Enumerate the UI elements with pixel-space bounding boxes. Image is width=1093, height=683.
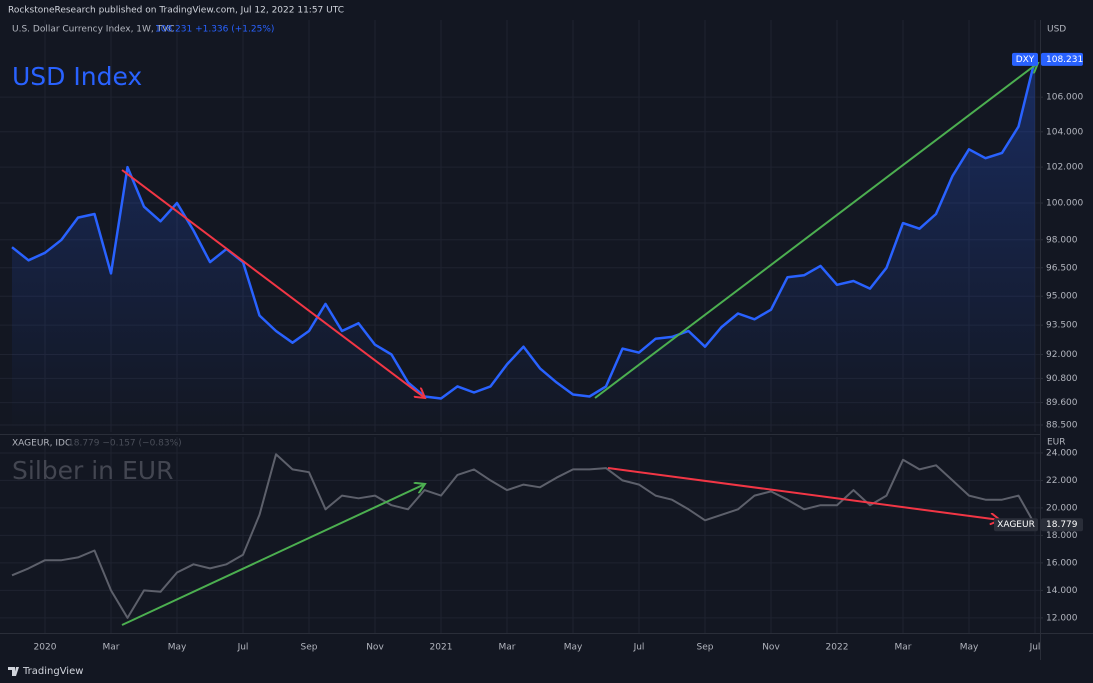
unit-label: EUR [1047, 438, 1066, 448]
y-tick-label: 88.500 [1046, 421, 1078, 431]
y-tick-label: 89.600 [1046, 398, 1078, 408]
annotation-title: USD Index [12, 62, 142, 91]
y-tick-label: 12.000 [1046, 613, 1078, 623]
y-tick-label: 104.000 [1046, 127, 1083, 137]
x-tick-label: 2020 [34, 643, 57, 653]
series-tag-label: XAGEUR [997, 520, 1035, 530]
legend-title: XAGEUR, IDC [12, 439, 71, 449]
y-tick-label: 90.800 [1046, 374, 1078, 384]
x-tick-label: Nov [366, 643, 384, 653]
x-tick-label: Jul [237, 643, 249, 653]
x-tick-label: Sep [697, 643, 714, 653]
x-tick-label: Sep [301, 643, 318, 653]
y-tick-label: 102.000 [1046, 163, 1083, 173]
y-tick-label: 18.000 [1046, 531, 1078, 541]
x-tick-label: Jul [1029, 643, 1041, 653]
footer [0, 660, 1093, 683]
legend-values: 108.231 +1.336 (+1.25%) [155, 25, 274, 35]
x-tick-label: May [960, 643, 979, 653]
line [11, 59, 1037, 400]
price-tag [1041, 52, 1083, 66]
y-tick-label: 92.000 [1046, 350, 1078, 360]
area [12, 59, 1035, 433]
x-tick-label: Jul [633, 643, 645, 653]
x-tick-label: Nov [762, 643, 780, 653]
trend-arrow [607, 467, 1000, 520]
x-tick-label: 2021 [430, 643, 453, 653]
brand-logo [8, 667, 19, 676]
price-tags: DXY 108.231 XAGEUR 18.779 [994, 52, 1083, 532]
brand: TradingView [22, 666, 83, 677]
series-tag-label: DXY [1016, 55, 1035, 65]
legend-title: U.S. Dollar Currency Index, 1W, TVC [12, 25, 175, 35]
trend-arrow [594, 63, 1038, 399]
y-tick-label: 98.000 [1046, 235, 1078, 245]
x-tick-label: May [168, 643, 187, 653]
price-tag-label: 18.779 [1046, 520, 1078, 530]
plot [11, 59, 1037, 619]
published-note: RockstoneResearch published on TradingVi… [8, 6, 344, 16]
y-tick-label: 100.000 [1046, 199, 1083, 209]
x-tick-label: Mar [895, 643, 912, 653]
annotation-title: Silber in EUR [12, 456, 173, 485]
y-tick-label: 93.500 [1046, 321, 1078, 331]
trend-arrow [121, 484, 425, 626]
price-tag [1041, 518, 1083, 532]
x-tick-label: Mar [103, 643, 120, 653]
line [11, 453, 1036, 619]
legend-values: 18.779 −0.157 (−0.83%) [68, 439, 182, 449]
y-tick-label: 16.000 [1046, 558, 1078, 568]
price-tag-label: 108.231 [1046, 55, 1083, 65]
unit-label: USD [1047, 25, 1066, 35]
y-tick-label: 14.000 [1046, 586, 1078, 596]
trend-arrow [121, 169, 425, 398]
y-tick-label: 106.000 [1046, 93, 1083, 103]
x-tick-label: 2022 [826, 643, 849, 653]
series-tag [1012, 52, 1038, 66]
x-tick-label: Mar [499, 643, 516, 653]
y-tick-label: 22.000 [1046, 476, 1078, 486]
y-tick-label: 24.000 [1046, 448, 1078, 458]
y-tick-label: 96.500 [1046, 263, 1078, 273]
x-tick-label: May [564, 643, 583, 653]
y-tick-label: 95.000 [1046, 292, 1078, 302]
series-tag [994, 518, 1038, 532]
y-tick-label: 20.000 [1046, 503, 1078, 513]
